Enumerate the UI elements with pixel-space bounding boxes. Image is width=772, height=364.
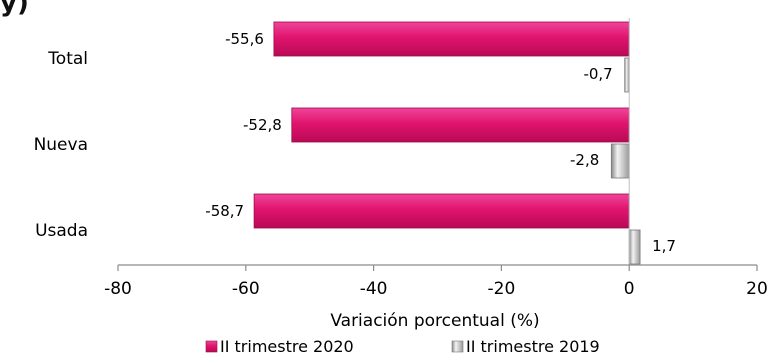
legend-swatch-2020 [205,340,218,353]
legend-label-2019: II trimestre 2019 [466,337,600,356]
bar-total-2020 [273,21,630,57]
data-label-usada-2019: 1,7 [652,237,676,255]
data-label-usada-2020: -58,7 [205,202,244,220]
data-label-total-2020: -55,6 [225,30,264,48]
x-axis-title: Variación porcentual (%) [330,311,539,331]
x-tick-label: -60 [232,279,260,299]
bar-usada-2019 [628,229,641,265]
category-label-usada: Usada [35,221,88,241]
bar-total-2019 [624,57,630,93]
x-tick-label: 20 [746,279,768,299]
x-tick-label: -80 [104,279,132,299]
bar-usada-2020 [253,193,630,229]
category-label-total: Total [47,49,88,69]
bar-nueva-2019 [610,143,630,179]
legend-label-2020: II trimestre 2020 [220,337,354,356]
data-label-nueva-2019: -2,8 [570,151,599,169]
data-label-nueva-2020: -52,8 [243,116,282,134]
legend-swatch-2019 [451,340,464,353]
partial-title: y) [0,0,29,18]
x-tick-label: -40 [360,279,388,299]
x-tick-label: -20 [488,279,516,299]
bar-nueva-2020 [291,107,630,143]
category-label-nueva: Nueva [34,135,88,155]
data-label-total-2019: -0,7 [583,65,612,83]
x-tick-label: 0 [624,279,635,299]
